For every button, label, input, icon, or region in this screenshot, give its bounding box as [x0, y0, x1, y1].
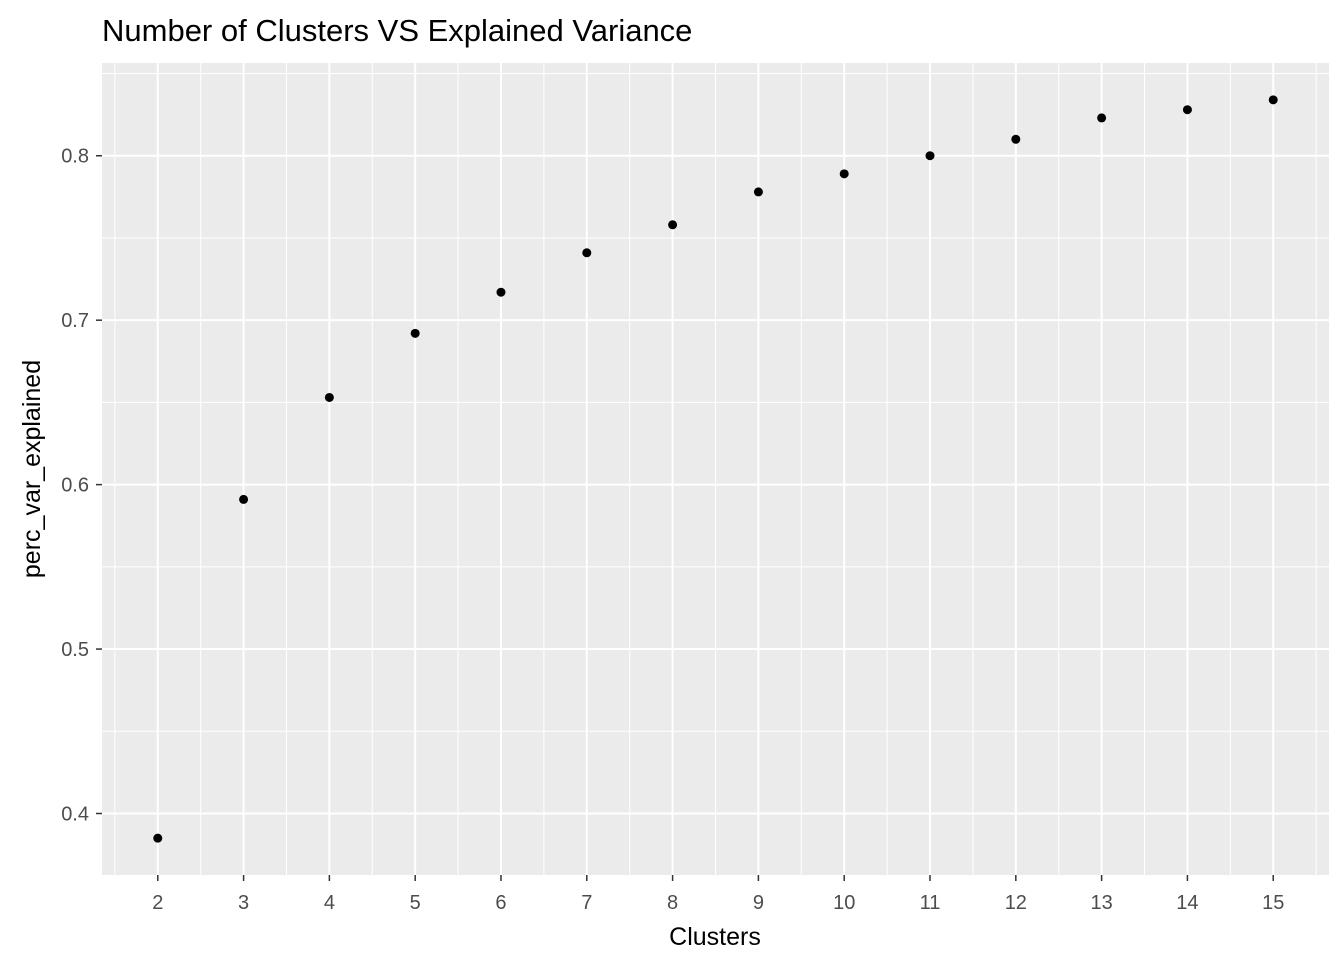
x-tick-label: 5 [410, 892, 421, 914]
y-axis: 0.4 0.5 0.6 0.7 0.8 [61, 146, 102, 825]
x-axis-title: Clusters [669, 923, 761, 951]
x-tick-label: 15 [1262, 892, 1284, 914]
data-point [239, 494, 249, 504]
x-axis: 2 3 4 5 6 7 8 9 10 11 12 13 14 15 [152, 875, 1284, 914]
data-point [1268, 95, 1278, 105]
grid-layer [102, 63, 1329, 875]
data-point [324, 392, 334, 402]
x-tick-label: 14 [1176, 892, 1198, 914]
data-point [153, 833, 163, 843]
data-point [1011, 134, 1021, 144]
points-layer [153, 95, 1278, 843]
y-tick-label: 0.7 [61, 310, 89, 332]
y-tick-label: 0.6 [61, 475, 89, 497]
data-point [1182, 105, 1192, 115]
x-tick-label: 12 [1005, 892, 1027, 914]
data-point [1097, 113, 1107, 123]
y-axis-title: perc_var_explained [18, 360, 46, 578]
data-point [668, 220, 678, 230]
x-tick-label: 2 [152, 892, 163, 914]
x-tick-label: 9 [753, 892, 764, 914]
x-tick-label: 13 [1090, 892, 1112, 914]
x-tick-label: 7 [581, 892, 592, 914]
y-tick-label: 0.4 [61, 803, 89, 825]
chart-title: Number of Clusters VS Explained Variance [102, 13, 692, 48]
x-tick-label: 11 [920, 892, 941, 914]
x-tick-label: 10 [833, 892, 855, 914]
data-point [753, 187, 763, 197]
data-point [582, 248, 592, 258]
data-point [839, 169, 849, 179]
x-tick-label: 6 [495, 892, 506, 914]
y-tick-label: 0.5 [61, 639, 89, 661]
y-tick-label: 0.8 [61, 146, 89, 168]
data-point [496, 287, 506, 297]
x-tick-label: 4 [324, 892, 335, 914]
x-tick-label: 3 [238, 892, 249, 914]
data-point [925, 151, 935, 161]
x-tick-label: 8 [667, 892, 678, 914]
data-point [410, 328, 420, 338]
